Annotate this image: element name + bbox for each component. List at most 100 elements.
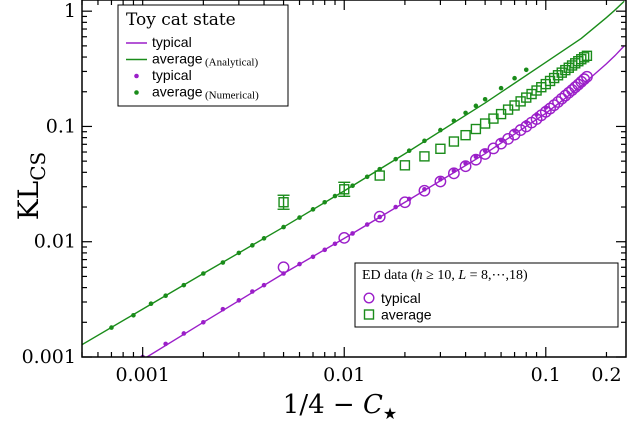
data-point-dot-average (261, 236, 267, 241)
data-point-circle-typical (469, 153, 482, 166)
data-point-dot-typical (438, 176, 443, 182)
data-point-square-average (374, 170, 385, 181)
x-tick-label: 0.1 (531, 364, 561, 386)
data-point-dot-average (201, 271, 206, 276)
y-tick-label: 0.1 (46, 115, 76, 137)
data-point-dot-average (498, 85, 504, 91)
data-point-dot-typical (377, 214, 383, 220)
data-point-square-average (576, 54, 587, 65)
data-point-dot-typical (393, 204, 398, 210)
data-point-circle-typical (581, 70, 593, 83)
data-point-square-average (399, 160, 411, 171)
legend-toy-label-typical: typical (152, 67, 192, 83)
data-point-dot-typical (220, 306, 226, 312)
data-point-dot-typical (482, 148, 488, 154)
data-point-dot-typical (350, 231, 355, 236)
data-point-dot-average (406, 148, 412, 154)
x-tick-label: 0.01 (323, 364, 365, 386)
data-point-dot-average (438, 127, 443, 133)
data-point-dot-average (322, 199, 328, 205)
legend-ed-box (354, 262, 619, 328)
data-point-circle-typical (277, 261, 290, 274)
data-point-dot-typical (181, 331, 187, 336)
data-point-dot-average (377, 166, 383, 172)
data-point-dot-typical (236, 298, 242, 303)
data-point-dot-average (131, 313, 136, 318)
data-point-dot-typical (163, 341, 168, 347)
data-point-circle-typical (338, 231, 351, 244)
x-tick-label: 0.001 (115, 364, 169, 386)
data-point-dot-average (482, 96, 488, 102)
data-point-square-average (435, 143, 446, 154)
y-tick-label: 0.01 (34, 231, 76, 253)
series-layer (82, 0, 625, 357)
data-point-dot-average (109, 325, 114, 330)
data-point-circle-typical (434, 175, 447, 188)
data-point-circle-typical (502, 132, 514, 145)
data-point-dot-average (281, 224, 286, 230)
data-point-dot-average (148, 301, 154, 306)
data-point-dot-typical (261, 282, 267, 288)
data-point-dot-average (512, 75, 517, 81)
data-point-dot-typical (322, 247, 328, 253)
data-point-square-average (521, 92, 532, 103)
data-point-dot-typical (473, 154, 479, 160)
data-point-dot-average (332, 193, 338, 199)
y-axis: 0.001 0.01 0.1 1 (22, 0, 626, 368)
legend-ed-marker-circle (363, 292, 375, 304)
legend-ed-label-typical: typical (381, 290, 421, 306)
data-point-dot-average (523, 67, 529, 73)
data-point-dot-typical (332, 241, 338, 247)
data-point-dot-average (310, 207, 316, 212)
data-point-circle-typical (548, 99, 561, 112)
legend-toy-label-typical: typical (152, 34, 192, 50)
data-point-circle-typical (555, 92, 568, 105)
legend-toy-note: (Numerical) (205, 90, 259, 102)
legend-ed-marker-square (363, 309, 375, 320)
legend-toy-marker-dot-typical (134, 73, 139, 79)
data-point-square-average (515, 96, 526, 107)
legend-toy-label-average: average (152, 51, 203, 67)
data-point-dot-typical (422, 186, 427, 192)
data-point-dot-average (250, 243, 255, 248)
legend-toy-box (117, 4, 289, 107)
x-tick-label: 0.2 (591, 364, 621, 386)
data-point-square-average (578, 52, 590, 63)
legend-ed-label-average: average (381, 307, 432, 323)
y-axis-label: KLCS (12, 152, 50, 221)
x-axis-label: 1/4 − C★ (283, 390, 397, 421)
data-point-dot-average (297, 215, 302, 220)
legend-ed-data: ED data (h ≥ 10, L = 8,⋯,18) typicalaver… (354, 262, 619, 328)
data-point-circle-typical (544, 102, 556, 115)
data-point-circle-typical (552, 96, 564, 108)
svg-text:KLCS: KLCS (12, 152, 50, 221)
data-point-dot-average (181, 282, 187, 288)
data-point-dot-typical (297, 261, 302, 267)
series-line-average (82, 0, 625, 346)
data-point-circle-typical (418, 184, 431, 197)
data-point-dot-average (350, 183, 355, 189)
data-point-dot-average (364, 174, 370, 180)
data-point-square-average (470, 123, 482, 135)
data-point-dot-typical (250, 289, 255, 294)
legend-ed-title: ED data (h ≥ 10, L = 8,⋯,18) (362, 268, 528, 283)
data-point-dot-typical (364, 222, 370, 227)
data-point-dot-average (220, 260, 226, 265)
data-point-circle-typical (447, 167, 460, 180)
data-point-dot-average (463, 110, 468, 116)
data-point-dot-average (163, 293, 168, 299)
plot-frame (81, 0, 627, 358)
data-point-square-average (448, 136, 460, 147)
data-point-square-average (581, 50, 593, 62)
data-point-circle-typical (479, 148, 492, 160)
data-point-circle-typical (459, 160, 472, 173)
legend-toy-marker-dot-average (134, 90, 139, 95)
data-point-dot-average (451, 118, 457, 124)
data-point-dot-typical (463, 161, 468, 166)
series-line-typical (146, 45, 625, 357)
data-point-dot-typical (310, 254, 316, 260)
y-tick-label: 1 (64, 0, 76, 22)
data-point-dot-average (236, 250, 242, 256)
data-point-dot-average (473, 103, 479, 109)
